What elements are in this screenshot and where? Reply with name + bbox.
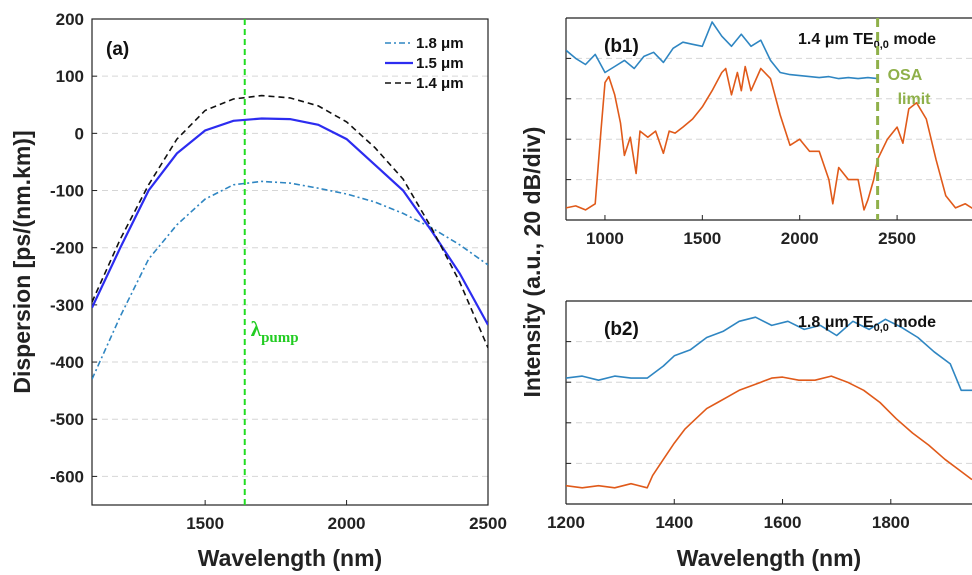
y-axis-label: Dispersion [ps/(nm.km)] xyxy=(9,130,35,393)
series-line-1 xyxy=(566,375,972,489)
osa-label-1: OSA xyxy=(888,67,923,84)
x-tick-label: 1500 xyxy=(186,514,224,533)
legend-label: 1.8 μm xyxy=(416,35,464,52)
y-tick-label: 100 xyxy=(56,67,84,86)
mode-label: 1.4 μm TE0,0 mode xyxy=(798,31,936,51)
y-tick-label: -200 xyxy=(50,239,84,258)
panel-a: 200 100 0 -100 -200 -300 -400 -500 -600 1500 2000 2… xyxy=(9,10,507,571)
legend-label: 1.4 μm xyxy=(416,75,464,92)
y-tick-label: 0 xyxy=(75,124,84,143)
x-tick-label: 2000 xyxy=(781,229,819,248)
x-axis-label: Wavelength (nm) xyxy=(198,545,382,571)
panel-b2: 1200 1400 1600 1800 (b2) 1.8 μm TE0,0 mode Wav… xyxy=(519,127,972,571)
y-tick-label: -100 xyxy=(50,182,84,201)
y-tick-label: -500 xyxy=(50,410,84,429)
y-tick-label: -300 xyxy=(50,296,84,315)
x-axis-label-b: Wavelength (nm) xyxy=(677,545,861,571)
y-tick-label: -600 xyxy=(50,467,84,486)
x-tick-label: 1400 xyxy=(655,513,693,532)
x-tick-label: 1000 xyxy=(586,229,624,248)
x-tick-label: 2500 xyxy=(878,229,916,248)
y-tick-label: 200 xyxy=(56,10,84,29)
pump-label: λpump xyxy=(251,317,299,346)
series-line-1 xyxy=(92,117,488,326)
panel-label: (b2) xyxy=(604,319,639,340)
panel-label: (b1) xyxy=(604,36,639,57)
series-line-0 xyxy=(566,316,972,392)
series-line-1 xyxy=(566,65,972,211)
series-line-0 xyxy=(566,21,878,80)
legend-label: 1.5 μm xyxy=(416,55,464,72)
panel-label: (a) xyxy=(106,39,129,60)
y-tick-label: -400 xyxy=(50,353,84,372)
x-tick-label: 1600 xyxy=(764,513,802,532)
x-tick-label: 1200 xyxy=(547,513,585,532)
panel-b1: 1000 1500 2000 2500 (b1) 1.4 μm TE0,0 mode OSA… xyxy=(565,17,972,248)
osa-label-2: limit xyxy=(898,91,932,108)
mode-label: 1.8 μm TE0,0 mode xyxy=(798,314,936,334)
y-axis-label-b: Intensity (a.u., 20 dB/div) xyxy=(519,127,545,398)
x-tick-label: 2000 xyxy=(328,514,366,533)
x-tick-label: 1500 xyxy=(683,229,721,248)
axes-frame xyxy=(91,18,489,506)
series-line-2 xyxy=(92,94,488,349)
series-line-0 xyxy=(92,180,488,380)
x-tick-label: 1800 xyxy=(872,513,910,532)
x-tick-label: 2500 xyxy=(469,514,507,533)
